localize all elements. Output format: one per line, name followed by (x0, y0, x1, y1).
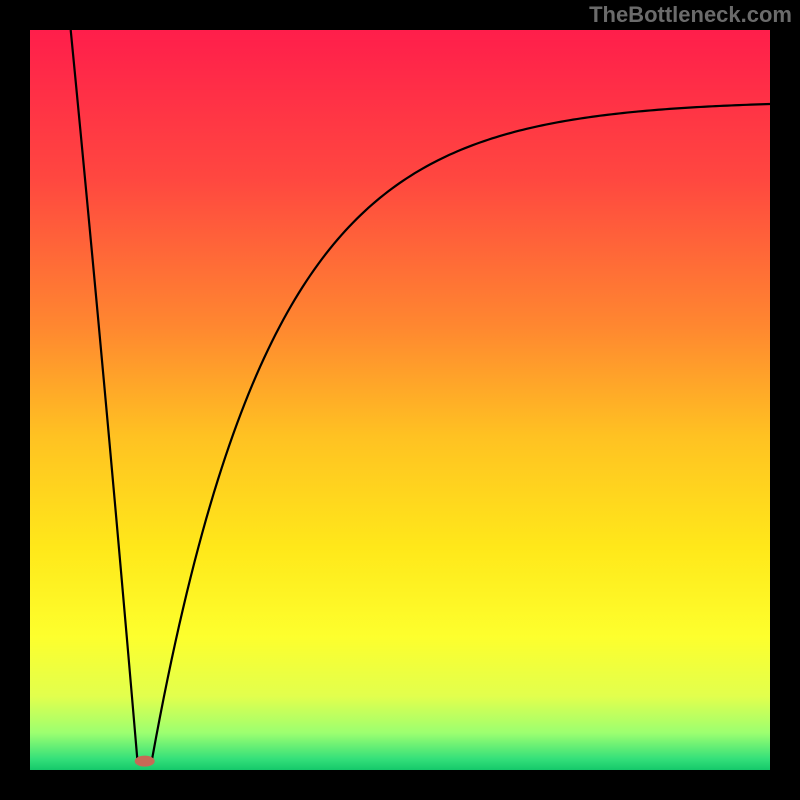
watermark-text: TheBottleneck.com (589, 2, 792, 28)
bottleneck-chart (0, 0, 800, 800)
plot-background (30, 30, 770, 770)
bottleneck-marker (135, 756, 155, 767)
chart-container: TheBottleneck.com (0, 0, 800, 800)
